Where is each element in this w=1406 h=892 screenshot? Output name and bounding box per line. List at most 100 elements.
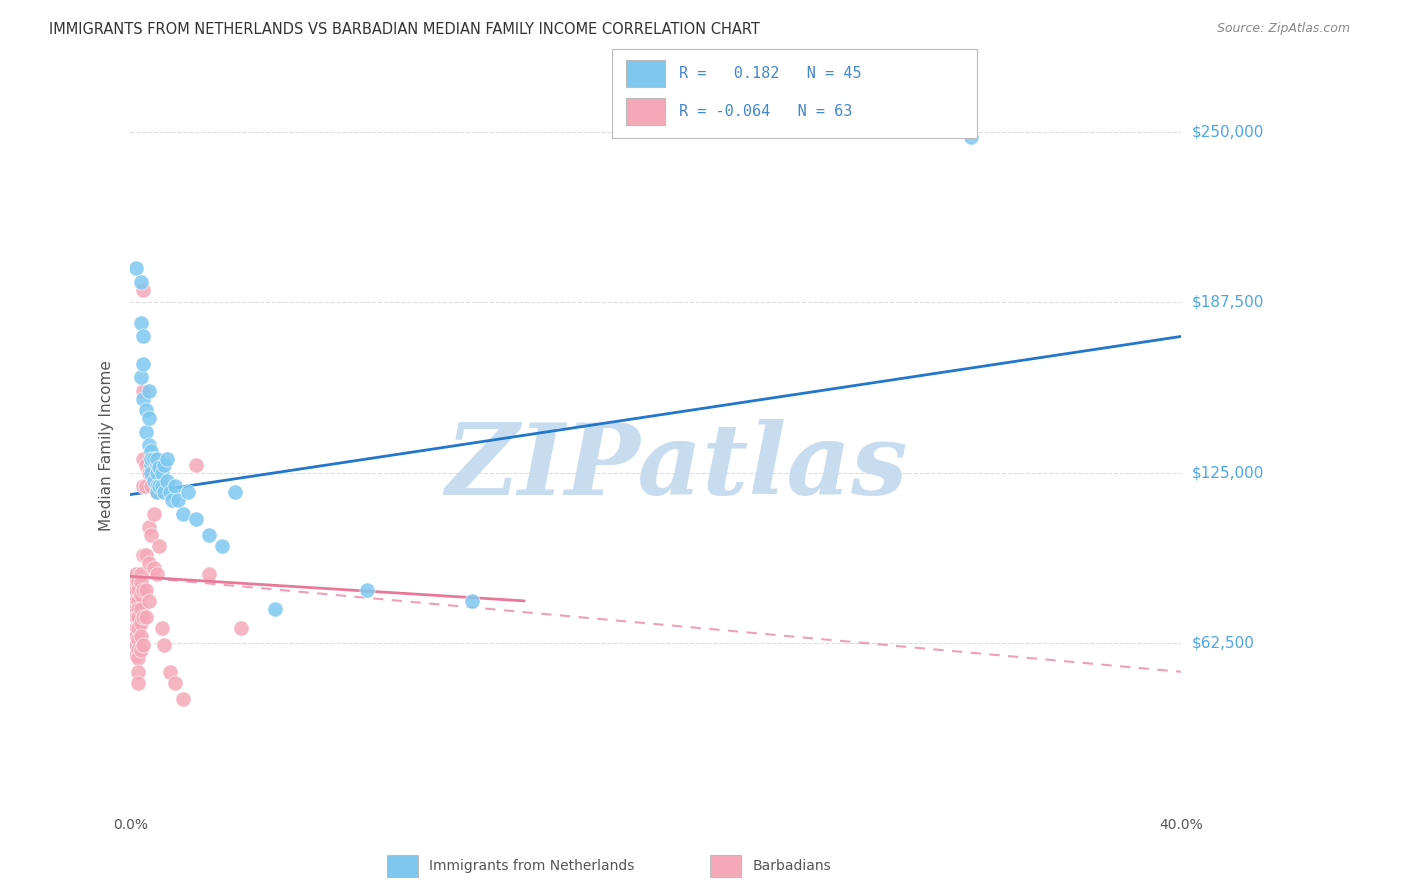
Point (263, 602, 285, 616)
Point (148, 479, 170, 493)
Point (124, 648, 146, 663)
Point (184, 512, 207, 526)
Point (124, 610, 146, 624)
Text: R = -0.064   N = 63: R = -0.064 N = 63 (679, 104, 852, 119)
Point (141, 528, 163, 542)
Point (129, 602, 152, 616)
Text: Source: ZipAtlas.com: Source: ZipAtlas.com (1216, 22, 1350, 36)
Point (132, 479, 155, 493)
Point (127, 643, 149, 657)
Point (148, 460, 170, 475)
Point (143, 561, 166, 575)
Point (124, 574, 146, 589)
Point (135, 548, 157, 562)
Point (145, 484, 167, 499)
Point (127, 582, 149, 597)
Point (356, 582, 378, 597)
Point (163, 675, 186, 690)
Point (150, 479, 173, 493)
Point (127, 610, 149, 624)
Point (141, 452, 163, 467)
Point (127, 621, 149, 635)
Point (127, 574, 149, 589)
Point (145, 452, 167, 467)
Text: Immigrants from Netherlands: Immigrants from Netherlands (429, 859, 634, 873)
Point (132, 357, 155, 371)
Point (141, 479, 163, 493)
Point (132, 638, 155, 652)
Point (148, 540, 170, 554)
Point (124, 261, 146, 276)
Point (150, 466, 173, 480)
Point (124, 566, 146, 581)
Point (960, 130, 983, 145)
Point (124, 594, 146, 608)
Text: $250,000: $250,000 (1192, 125, 1264, 139)
Y-axis label: Median Family Income: Median Family Income (100, 360, 114, 531)
Point (211, 540, 233, 554)
Point (177, 484, 200, 499)
Point (129, 574, 152, 589)
Point (163, 479, 186, 493)
Text: $187,500: $187,500 (1192, 295, 1264, 310)
Point (156, 452, 179, 467)
Point (138, 384, 160, 398)
Point (135, 479, 157, 493)
Point (198, 566, 221, 581)
Point (132, 329, 155, 343)
Point (124, 602, 146, 616)
Point (143, 507, 166, 521)
Point (143, 474, 166, 488)
Point (229, 621, 252, 635)
Point (150, 621, 173, 635)
Text: $125,000: $125,000 (1192, 466, 1264, 480)
Point (184, 458, 207, 472)
Point (153, 458, 176, 472)
Point (135, 582, 157, 597)
Point (129, 275, 152, 289)
Point (138, 466, 160, 480)
Point (138, 594, 160, 608)
Point (159, 665, 181, 679)
Point (135, 425, 157, 439)
Text: IMMIGRANTS FROM NETHERLANDS VS BARBADIAN MEDIAN FAMILY INCOME CORRELATION CHART: IMMIGRANTS FROM NETHERLANDS VS BARBADIAN… (49, 22, 761, 37)
Point (124, 629, 146, 643)
Point (138, 438, 160, 452)
Point (124, 621, 146, 635)
Text: ZIPatlas: ZIPatlas (446, 419, 908, 516)
Point (141, 458, 163, 472)
Point (127, 602, 149, 616)
Point (124, 638, 146, 652)
Point (129, 566, 152, 581)
Text: $62,500: $62,500 (1192, 636, 1256, 650)
Point (172, 692, 194, 706)
Point (461, 594, 484, 608)
Point (132, 452, 155, 467)
Point (143, 452, 166, 467)
Point (138, 520, 160, 534)
Point (129, 629, 152, 643)
Point (145, 466, 167, 480)
Point (127, 594, 149, 608)
Point (129, 615, 152, 630)
Point (153, 484, 176, 499)
Point (198, 528, 221, 542)
Point (145, 479, 167, 493)
Text: Barbadians: Barbadians (752, 859, 831, 873)
Point (124, 582, 146, 597)
Point (145, 566, 167, 581)
Point (156, 474, 179, 488)
Point (172, 507, 194, 521)
Point (132, 384, 155, 398)
Point (145, 484, 167, 499)
Point (135, 403, 157, 417)
Point (153, 638, 176, 652)
Point (129, 589, 152, 603)
Point (132, 548, 155, 562)
Point (138, 411, 160, 425)
Point (159, 484, 181, 499)
Point (166, 493, 188, 508)
Point (127, 675, 149, 690)
Point (132, 392, 155, 406)
Point (141, 466, 163, 480)
